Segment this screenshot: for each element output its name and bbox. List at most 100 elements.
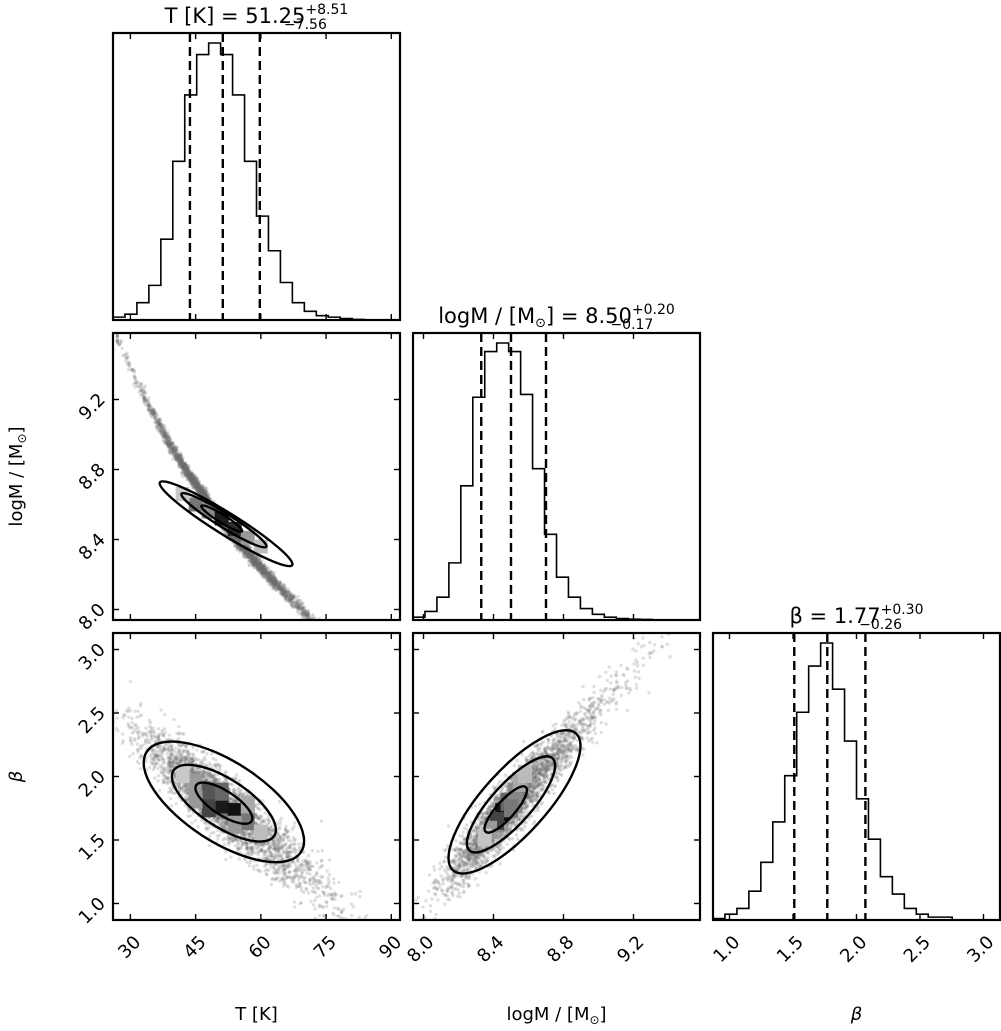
sample-point xyxy=(265,572,270,576)
sample-point xyxy=(166,442,171,446)
sample-point xyxy=(198,487,202,491)
sample-point xyxy=(231,535,235,540)
sample-point xyxy=(182,467,186,472)
sample-point xyxy=(251,556,255,560)
sample-point xyxy=(264,571,269,575)
sample-point xyxy=(152,411,156,415)
sample-point xyxy=(159,420,163,425)
sample-point xyxy=(133,375,137,379)
sample-point xyxy=(249,556,254,560)
sample-point xyxy=(274,582,279,587)
sample-point xyxy=(191,480,195,484)
sample-point xyxy=(174,448,179,452)
sample-point xyxy=(252,554,256,559)
sample-point xyxy=(291,596,296,600)
sample-point xyxy=(247,550,251,555)
sample-point xyxy=(191,473,195,477)
sample-point xyxy=(155,413,160,417)
sample-point xyxy=(156,418,161,422)
sample-point xyxy=(268,571,273,576)
sample-point xyxy=(370,669,373,672)
sample-point xyxy=(163,431,167,435)
histogram-T xyxy=(111,31,402,322)
sample-point xyxy=(184,470,189,474)
sample-point xyxy=(269,578,273,583)
sample-point xyxy=(297,611,301,616)
sample-point xyxy=(197,485,201,489)
sample-point xyxy=(127,364,131,368)
sample-point xyxy=(299,607,303,611)
sample-point xyxy=(128,754,132,759)
sample-point xyxy=(249,555,254,560)
sample-point xyxy=(188,478,192,482)
sample-point xyxy=(199,491,204,495)
sample-point xyxy=(196,825,200,829)
sample-point xyxy=(167,440,172,444)
sample-point xyxy=(178,456,182,461)
sample-point xyxy=(255,567,260,572)
sample-point xyxy=(173,446,178,450)
sample-point xyxy=(268,578,272,582)
sample-point xyxy=(254,565,258,570)
sample-point xyxy=(374,678,377,681)
sample-point xyxy=(160,430,164,434)
sample-point xyxy=(276,586,281,590)
sample-point xyxy=(235,538,239,542)
sample-point xyxy=(157,421,162,426)
sample-point xyxy=(298,605,302,610)
sample-point xyxy=(197,489,201,493)
sample-point xyxy=(306,612,311,617)
sample-point xyxy=(130,742,134,746)
sample-point xyxy=(254,563,259,568)
sample-point xyxy=(301,612,305,616)
sample-point xyxy=(296,607,300,612)
sample-point xyxy=(145,399,149,404)
sample-point xyxy=(234,538,238,542)
sample-point xyxy=(158,428,163,432)
sample-point xyxy=(269,574,274,578)
sample-point xyxy=(305,609,309,613)
sample-point xyxy=(182,462,186,466)
sample-point xyxy=(273,583,277,587)
sample-point xyxy=(185,466,190,471)
sample-point xyxy=(261,567,266,572)
sample-point xyxy=(260,565,265,569)
sample-point xyxy=(168,441,173,446)
sample-point xyxy=(186,473,191,478)
sample-point xyxy=(282,591,286,596)
sample-point xyxy=(203,490,207,494)
sample-point xyxy=(136,384,141,389)
sample-point xyxy=(304,886,308,891)
sample-point xyxy=(274,581,278,585)
panel-T-logM xyxy=(115,333,377,681)
sample-point xyxy=(185,469,189,474)
sample-point xyxy=(141,389,145,393)
sample-point xyxy=(121,354,125,358)
sample-point xyxy=(270,575,274,579)
sample-point xyxy=(232,536,236,540)
sample-point xyxy=(189,472,194,477)
sample-point xyxy=(198,489,202,493)
sample-point xyxy=(186,471,190,476)
sample-point xyxy=(156,422,161,426)
sample-point xyxy=(150,415,155,420)
sample-point xyxy=(188,475,192,480)
sample-point xyxy=(272,576,276,580)
sample-point xyxy=(142,397,146,402)
title-upper-error: +0.30 xyxy=(881,602,924,618)
sample-point xyxy=(181,464,186,468)
sample-point xyxy=(186,473,190,477)
sample-point xyxy=(194,485,199,490)
sample-point xyxy=(321,627,324,630)
sample-point xyxy=(160,428,164,433)
sample-point xyxy=(200,486,205,491)
sample-point xyxy=(333,635,336,638)
sample-point xyxy=(267,573,271,578)
sample-point xyxy=(329,886,333,891)
sample-point xyxy=(289,603,294,607)
sample-point xyxy=(261,570,265,575)
sample-point xyxy=(187,473,191,477)
sample-point xyxy=(139,388,144,393)
sample-point xyxy=(251,558,255,562)
sample-point xyxy=(252,558,256,562)
